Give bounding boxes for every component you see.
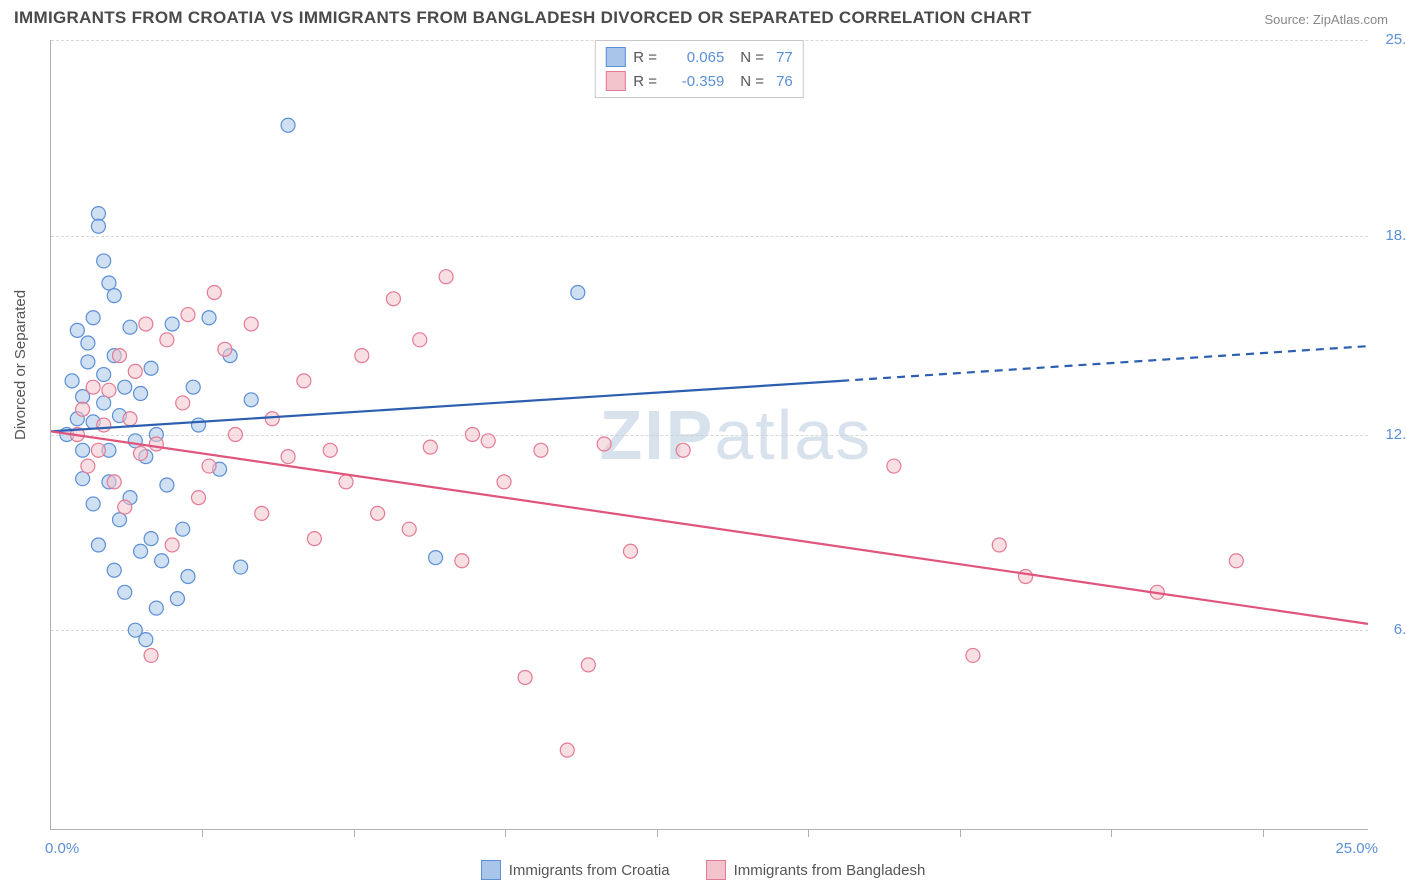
swatch-croatia xyxy=(605,47,625,67)
scatter-svg xyxy=(51,40,1368,829)
y-tick-label: 6.3% xyxy=(1373,621,1406,638)
chart-container: IMMIGRANTS FROM CROATIA VS IMMIGRANTS FR… xyxy=(0,0,1406,892)
legend-item-bangladesh: Immigrants from Bangladesh xyxy=(706,860,926,880)
swatch-croatia-icon xyxy=(481,860,501,880)
plot-area: ZIPatlas R = 0.065 N = 77 R = -0.359 N =… xyxy=(50,40,1368,830)
legend-item-croatia: Immigrants from Croatia xyxy=(481,860,670,880)
y-tick-label: 12.5% xyxy=(1373,426,1406,443)
swatch-bangladesh-icon xyxy=(706,860,726,880)
legend-row-croatia: R = 0.065 N = 77 xyxy=(605,45,792,69)
y-axis-label: Divorced or Separated xyxy=(12,290,29,440)
y-tick-label: 25.0% xyxy=(1373,31,1406,48)
x-axis-origin: 0.0% xyxy=(45,840,79,857)
series-legend: Immigrants from Croatia Immigrants from … xyxy=(0,860,1406,880)
chart-title: IMMIGRANTS FROM CROATIA VS IMMIGRANTS FR… xyxy=(14,8,1032,28)
x-axis-max: 25.0% xyxy=(1335,840,1378,857)
legend-row-bangladesh: R = -0.359 N = 76 xyxy=(605,69,792,93)
source-label: Source: ZipAtlas.com xyxy=(1264,12,1388,27)
y-tick-label: 18.8% xyxy=(1373,227,1406,244)
correlation-legend: R = 0.065 N = 77 R = -0.359 N = 76 xyxy=(594,40,803,98)
swatch-bangladesh xyxy=(605,71,625,91)
